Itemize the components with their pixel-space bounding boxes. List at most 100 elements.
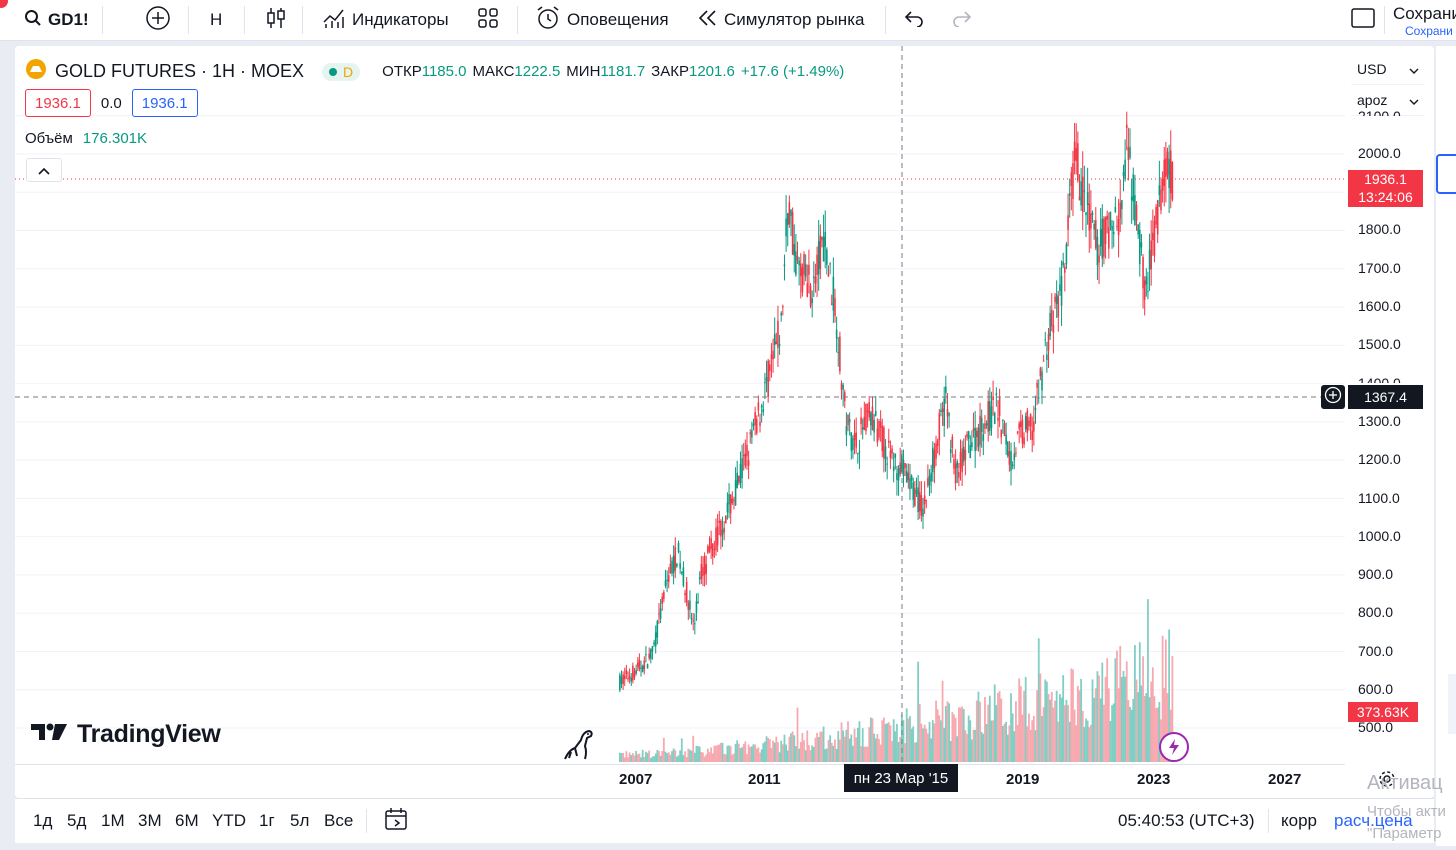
volume-bar [1132,698,1135,762]
range-ytd-button[interactable]: YTD [212,811,246,830]
volume-bar [690,750,693,762]
range-5d-button[interactable]: 5д [67,811,87,830]
sell-price-button[interactable]: 1936.1 [25,89,91,117]
volume-bar [824,749,827,762]
interval-button[interactable]: H [210,0,222,40]
volume-bar [674,750,677,762]
range-3m-button[interactable]: 3М [138,811,162,830]
candle-body [1103,218,1105,257]
volume-bar [1067,705,1069,762]
volume-bar [931,720,934,762]
candle-body [827,274,830,277]
compare-symbol-button[interactable] [145,0,171,40]
candle-body [785,218,787,237]
sidebar-item-active[interactable] [1436,154,1456,194]
candle-body [1011,464,1014,466]
candle-body [1002,419,1004,421]
candle-body [1015,452,1017,454]
candle-body [940,410,942,412]
volume-bar [972,729,975,762]
range-all-button[interactable]: Все [324,811,354,830]
symbol-search-button[interactable]: GD1! [24,0,89,40]
candle-body [874,411,877,416]
volume-bar [1104,676,1107,762]
volume-bar [664,751,667,762]
volume-bar [997,692,999,762]
clock-timezone[interactable]: 05:40:53 (UTC+3) [1118,811,1255,830]
candle-body [1134,195,1136,226]
volume-bar [633,755,636,762]
volume-bar [1005,721,1008,762]
volume-bar [1024,676,1027,762]
volume-bar [1103,704,1105,762]
save-button[interactable]: Сохрани Сохрани [1393,4,1456,38]
volume-bar [1096,671,1099,762]
volume-bar [695,745,698,762]
volume-bar [920,723,923,762]
volume-bar [863,746,866,762]
volume-bar [778,752,781,762]
candle-body [1000,430,1003,438]
candle-body [1034,408,1037,410]
price-chart[interactable] [15,46,1434,798]
fullscreen-button[interactable] [1350,0,1376,40]
dinosaur-icon[interactable] [561,726,595,767]
candle-body [1064,266,1066,273]
layouts-button[interactable] [477,0,499,40]
candle-body [1112,232,1115,235]
tradingview-logo[interactable]: TradingView [29,720,221,749]
candle-body [896,473,898,480]
range-1y-button[interactable]: 1г [259,811,275,830]
redo-button[interactable] [951,0,973,40]
range-1d-button[interactable]: 1д [33,811,53,830]
goto-date-button[interactable] [383,799,409,843]
alerts-button[interactable]: Оповещения [535,0,669,40]
adjust-toggle[interactable]: корр [1281,811,1317,830]
volume-bar [971,739,973,762]
volume-bar [1047,693,1050,762]
tradingview-logo-icon [29,721,69,748]
chart-pane[interactable]: GOLD FUTURES · 1H · MOEX D ОТКР1185.0 МА… [15,46,1434,798]
buy-price-button[interactable]: 1936.1 [131,89,198,117]
volume-bar [1098,675,1100,762]
volume-bar [957,707,960,762]
volume-bar [794,746,797,762]
volume-bar [677,755,680,762]
volume-bar [861,728,864,762]
collapse-legend-button[interactable] [26,158,62,182]
brand-text: TradingView [77,720,221,748]
candle-body [1169,150,1172,194]
range-6m-button[interactable]: 6М [175,811,199,830]
sidebar-item[interactable] [1448,674,1456,734]
status-dot [329,67,338,76]
spread-value: 0.0 [100,94,122,112]
volume-bar [1045,681,1048,762]
candle-body [915,489,918,494]
volume-bar [865,746,867,762]
indicators-button[interactable]: Индикаторы [322,0,449,40]
volume-bar [984,696,986,762]
candle-body [1080,181,1082,206]
candle-body [734,480,737,506]
lightning-icon[interactable] [1159,732,1189,762]
volume-bar [672,748,675,762]
candle-body [690,618,693,620]
undo-button[interactable] [903,0,925,40]
range-5y-button[interactable]: 5л [290,811,310,830]
volume-bar [658,750,660,762]
chart-settings-button[interactable] [1377,769,1397,794]
settlement-toggle[interactable]: расч.цена [1334,811,1413,830]
market-status-badge[interactable]: D [322,62,361,81]
volume-bar [798,748,801,762]
add-alert-button[interactable] [1321,385,1345,409]
scale-select[interactable]: apoz [1351,85,1425,116]
volume-bar [988,695,991,762]
volume-bar [1049,699,1052,762]
price-candles [619,111,1174,693]
volume-bar [858,721,861,762]
chart-type-button[interactable] [265,0,287,40]
range-1m-button[interactable]: 1М [101,811,125,830]
candle-body [1153,220,1156,256]
replay-button[interactable]: Симулятор рынка [696,0,864,40]
currency-select[interactable]: USD [1351,54,1425,85]
